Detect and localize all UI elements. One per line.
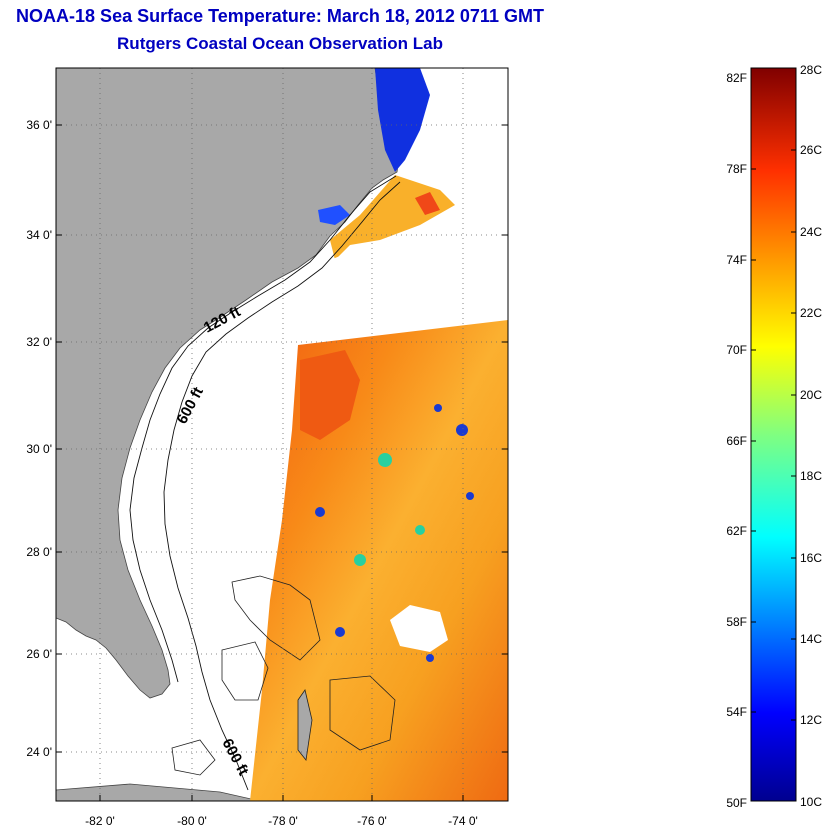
- colorbar-fahrenheit-labels: 82F 78F 74F 70F 66F 62F 58F 54F 50F: [726, 71, 747, 810]
- celsius-label: 28C: [800, 63, 822, 77]
- latitude-labels: 36 0' 34 0' 32 0' 30 0' 28 0' 26 0' 24 0…: [26, 118, 52, 759]
- lon-label: -74 0': [448, 814, 478, 828]
- fahrenheit-label: 74F: [726, 253, 747, 267]
- celsius-label: 26C: [800, 143, 822, 157]
- celsius-label: 16C: [800, 551, 822, 565]
- celsius-label: 10C: [800, 795, 822, 809]
- fahrenheit-label: 78F: [726, 162, 747, 176]
- lon-label: -82 0': [85, 814, 115, 828]
- celsius-label: 12C: [800, 713, 822, 727]
- contour-120ft: [129, 175, 397, 683]
- axis-ticks: [56, 124, 508, 801]
- fahrenheit-label: 66F: [726, 434, 747, 448]
- colorbar-celsius-labels: 28C 26C 24C 22C 20C 18C 16C 14C 12C 10C: [800, 63, 822, 809]
- lat-label: 34 0': [26, 228, 52, 242]
- colorbar-ticks: [751, 149, 796, 721]
- fahrenheit-label: 62F: [726, 524, 747, 538]
- fahrenheit-label: 58F: [726, 615, 747, 629]
- celsius-label: 18C: [800, 469, 822, 483]
- map-frame: [55, 67, 509, 802]
- graticule: [56, 68, 508, 801]
- lat-label: 30 0': [26, 442, 52, 456]
- lat-label: 28 0': [26, 545, 52, 559]
- lat-label: 36 0': [26, 118, 52, 132]
- map-panel: 120 ft 600 ft 600 ft: [56, 68, 508, 801]
- map-subtitle: Rutgers Coastal Ocean Observation Lab: [117, 34, 443, 53]
- lon-label: -80 0': [177, 814, 207, 828]
- celsius-label: 24C: [800, 225, 822, 239]
- celsius-label: 22C: [800, 306, 822, 320]
- temperature-colorbar: [750, 67, 797, 802]
- celsius-label: 14C: [800, 632, 822, 646]
- celsius-label: 20C: [800, 388, 822, 402]
- fahrenheit-label: 54F: [726, 705, 747, 719]
- contour-600ft: [163, 181, 401, 791]
- lon-label: -76 0': [357, 814, 387, 828]
- sst-swath: [250, 320, 508, 801]
- fahrenheit-label: 70F: [726, 343, 747, 357]
- lon-label: -78 0': [268, 814, 298, 828]
- fahrenheit-label: 82F: [726, 71, 747, 85]
- lat-label: 32 0': [26, 335, 52, 349]
- longitude-labels: -82 0' -80 0' -78 0' -76 0' -74 0': [85, 814, 478, 828]
- lat-label: 26 0': [26, 647, 52, 661]
- fahrenheit-label: 50F: [726, 796, 747, 810]
- cloud-mask: [318, 236, 508, 335]
- map-title: NOAA-18 Sea Surface Temperature: March 1…: [16, 6, 544, 26]
- lat-label: 24 0': [26, 745, 52, 759]
